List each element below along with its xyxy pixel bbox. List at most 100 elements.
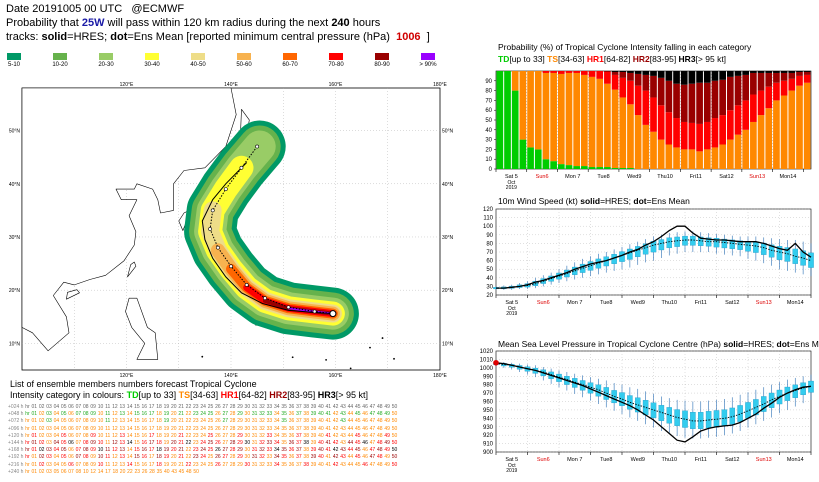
ensemble-member: 21 — [178, 454, 184, 461]
day-label: Mon 7 — [567, 300, 582, 306]
ensemble-member: 20 — [170, 418, 177, 425]
ensemble-member: 42 — [332, 439, 339, 446]
ensemble-member: 05 — [60, 425, 67, 432]
wind-title-solid: solid — [580, 196, 601, 206]
ensemble-member: 50 — [391, 447, 398, 454]
year-label: 2019 — [506, 185, 517, 191]
y-tick-label: 900 — [483, 450, 494, 456]
spread-box — [595, 384, 602, 397]
ensemble-member: 31 — [251, 439, 258, 446]
ensemble-member: 31 — [251, 454, 258, 461]
ensemble-member: 23 — [193, 454, 199, 461]
ensemble-member: 09 — [90, 439, 96, 446]
category-range: [64-82] — [603, 54, 633, 64]
prob-bar-hr2 — [711, 80, 719, 119]
storm-id: 25W — [81, 17, 105, 29]
ensemble-member: 35 — [156, 468, 163, 475]
ensemble-member: 09 — [90, 404, 96, 410]
ensemble-member: 10 — [97, 432, 104, 439]
mean-track-point-10 — [239, 165, 244, 170]
intensity-code-hr3: HR3 — [315, 390, 336, 400]
y-tick-label: 80 — [485, 89, 492, 95]
y-tick-label: 1000 — [480, 366, 494, 372]
y-tick-label: 40 — [486, 276, 493, 282]
ensemble-member: 46 — [362, 439, 368, 446]
prob-bar-hr1 — [773, 82, 780, 101]
ensemble-member: 35 — [281, 404, 287, 410]
spread-box — [619, 392, 625, 406]
ensemble-member: 49 — [384, 411, 390, 418]
intensity-code-hr1: HR1 — [218, 390, 239, 400]
ensemble-member: 04 — [53, 439, 60, 446]
prob-bar-td — [557, 164, 565, 169]
spread-box — [713, 410, 720, 428]
ensemble-member: 34 — [273, 432, 280, 439]
ensemble-member: 34 — [273, 454, 280, 461]
ensemble-member: 23 — [193, 404, 199, 410]
ensemble-member: 09 — [90, 454, 96, 461]
ensemble-member: hr — [25, 425, 30, 432]
ensemble-member: 11 — [105, 425, 111, 432]
ensemble-member: 07 — [75, 439, 82, 446]
ensemble-member: 39 — [310, 432, 317, 439]
ensemble-member: 40 — [163, 468, 170, 475]
header-dot: dot — [110, 31, 128, 43]
ensemble-member: 26 — [215, 461, 221, 468]
ensemble-member: 45 — [354, 425, 361, 432]
ensemble-member: 45 — [178, 468, 185, 475]
ensemble-member: 28 — [229, 461, 236, 468]
ensemble-member: 35 — [281, 447, 287, 454]
ensemble-member: 29 — [237, 418, 243, 425]
ensemble-member: 33 — [266, 447, 273, 454]
ensemble-member: 49 — [384, 447, 390, 454]
ensemble-member: 03 — [46, 418, 52, 425]
mean-track-point-2 — [286, 305, 291, 310]
intensity-range: [83-95] — [287, 390, 316, 400]
prob-bar-hr3 — [757, 71, 765, 73]
prob-bar-hr3 — [765, 71, 773, 73]
ensemble-member: 47 — [369, 454, 376, 461]
ensemble-member: 35 — [281, 439, 287, 446]
header-line-3: tracks: solid=HRES; dot=Ens Mean [report… — [6, 31, 430, 44]
prob-bar-hr2 — [757, 72, 765, 91]
island-6 — [369, 346, 371, 349]
y-tick-label: 110 — [483, 216, 493, 222]
mean-track-point-7 — [208, 227, 213, 231]
prob-bar-hr1 — [711, 118, 719, 148]
prob-bar-ts — [588, 76, 596, 168]
ensemble-member: 15 — [134, 454, 140, 461]
ensemble-member: 04 — [53, 425, 60, 432]
ensemble-member: 13 — [119, 411, 125, 418]
ensemble-member: 18 — [156, 411, 162, 418]
day-label: Thu10 — [661, 300, 677, 306]
ensemble-member: 43 — [340, 418, 346, 425]
ensemble-row: +192 h hr 01 02 03 04 05 06 07 08 09 10 11 12 13 14 15 16… — [8, 454, 399, 461]
ensemble-member: 05 — [60, 418, 67, 425]
ensemble-member: 36 — [288, 425, 295, 432]
ensemble-member: 41 — [325, 425, 332, 432]
ensemble-row-label: +048 h — [8, 411, 24, 418]
ensemble-member: 19 — [163, 425, 170, 432]
intensity-range: [34-63] — [190, 390, 219, 400]
mean-track-point-8 — [210, 208, 215, 213]
ensemble-member: 11 — [105, 404, 111, 410]
mean-track-point-3 — [263, 296, 267, 301]
ensemble-member: 32 — [259, 411, 265, 418]
prob-bar-hr3 — [734, 71, 742, 76]
legend-label: 50-60 — [236, 62, 252, 68]
prob-bar-hr1 — [680, 121, 688, 150]
spread-box — [642, 400, 649, 416]
ensemble-member: 10 — [97, 454, 104, 461]
ensemble-member: 25 — [207, 425, 214, 432]
day-label: Mon14 — [787, 300, 804, 306]
ensemble-member: 08 — [83, 432, 89, 439]
ensemble-member: 04 — [53, 447, 60, 454]
ensemble-member: 48 — [377, 418, 383, 425]
ensemble-member: 48 — [186, 468, 192, 475]
ensemble-member: 44 — [347, 439, 354, 446]
prob-bar-hr3 — [673, 71, 680, 84]
ensemble-member: 37 — [296, 425, 302, 432]
y-tick-label: 10 — [485, 157, 492, 163]
prob-bar-hr1 — [696, 123, 703, 152]
ensemble-member: 44 — [347, 404, 354, 410]
